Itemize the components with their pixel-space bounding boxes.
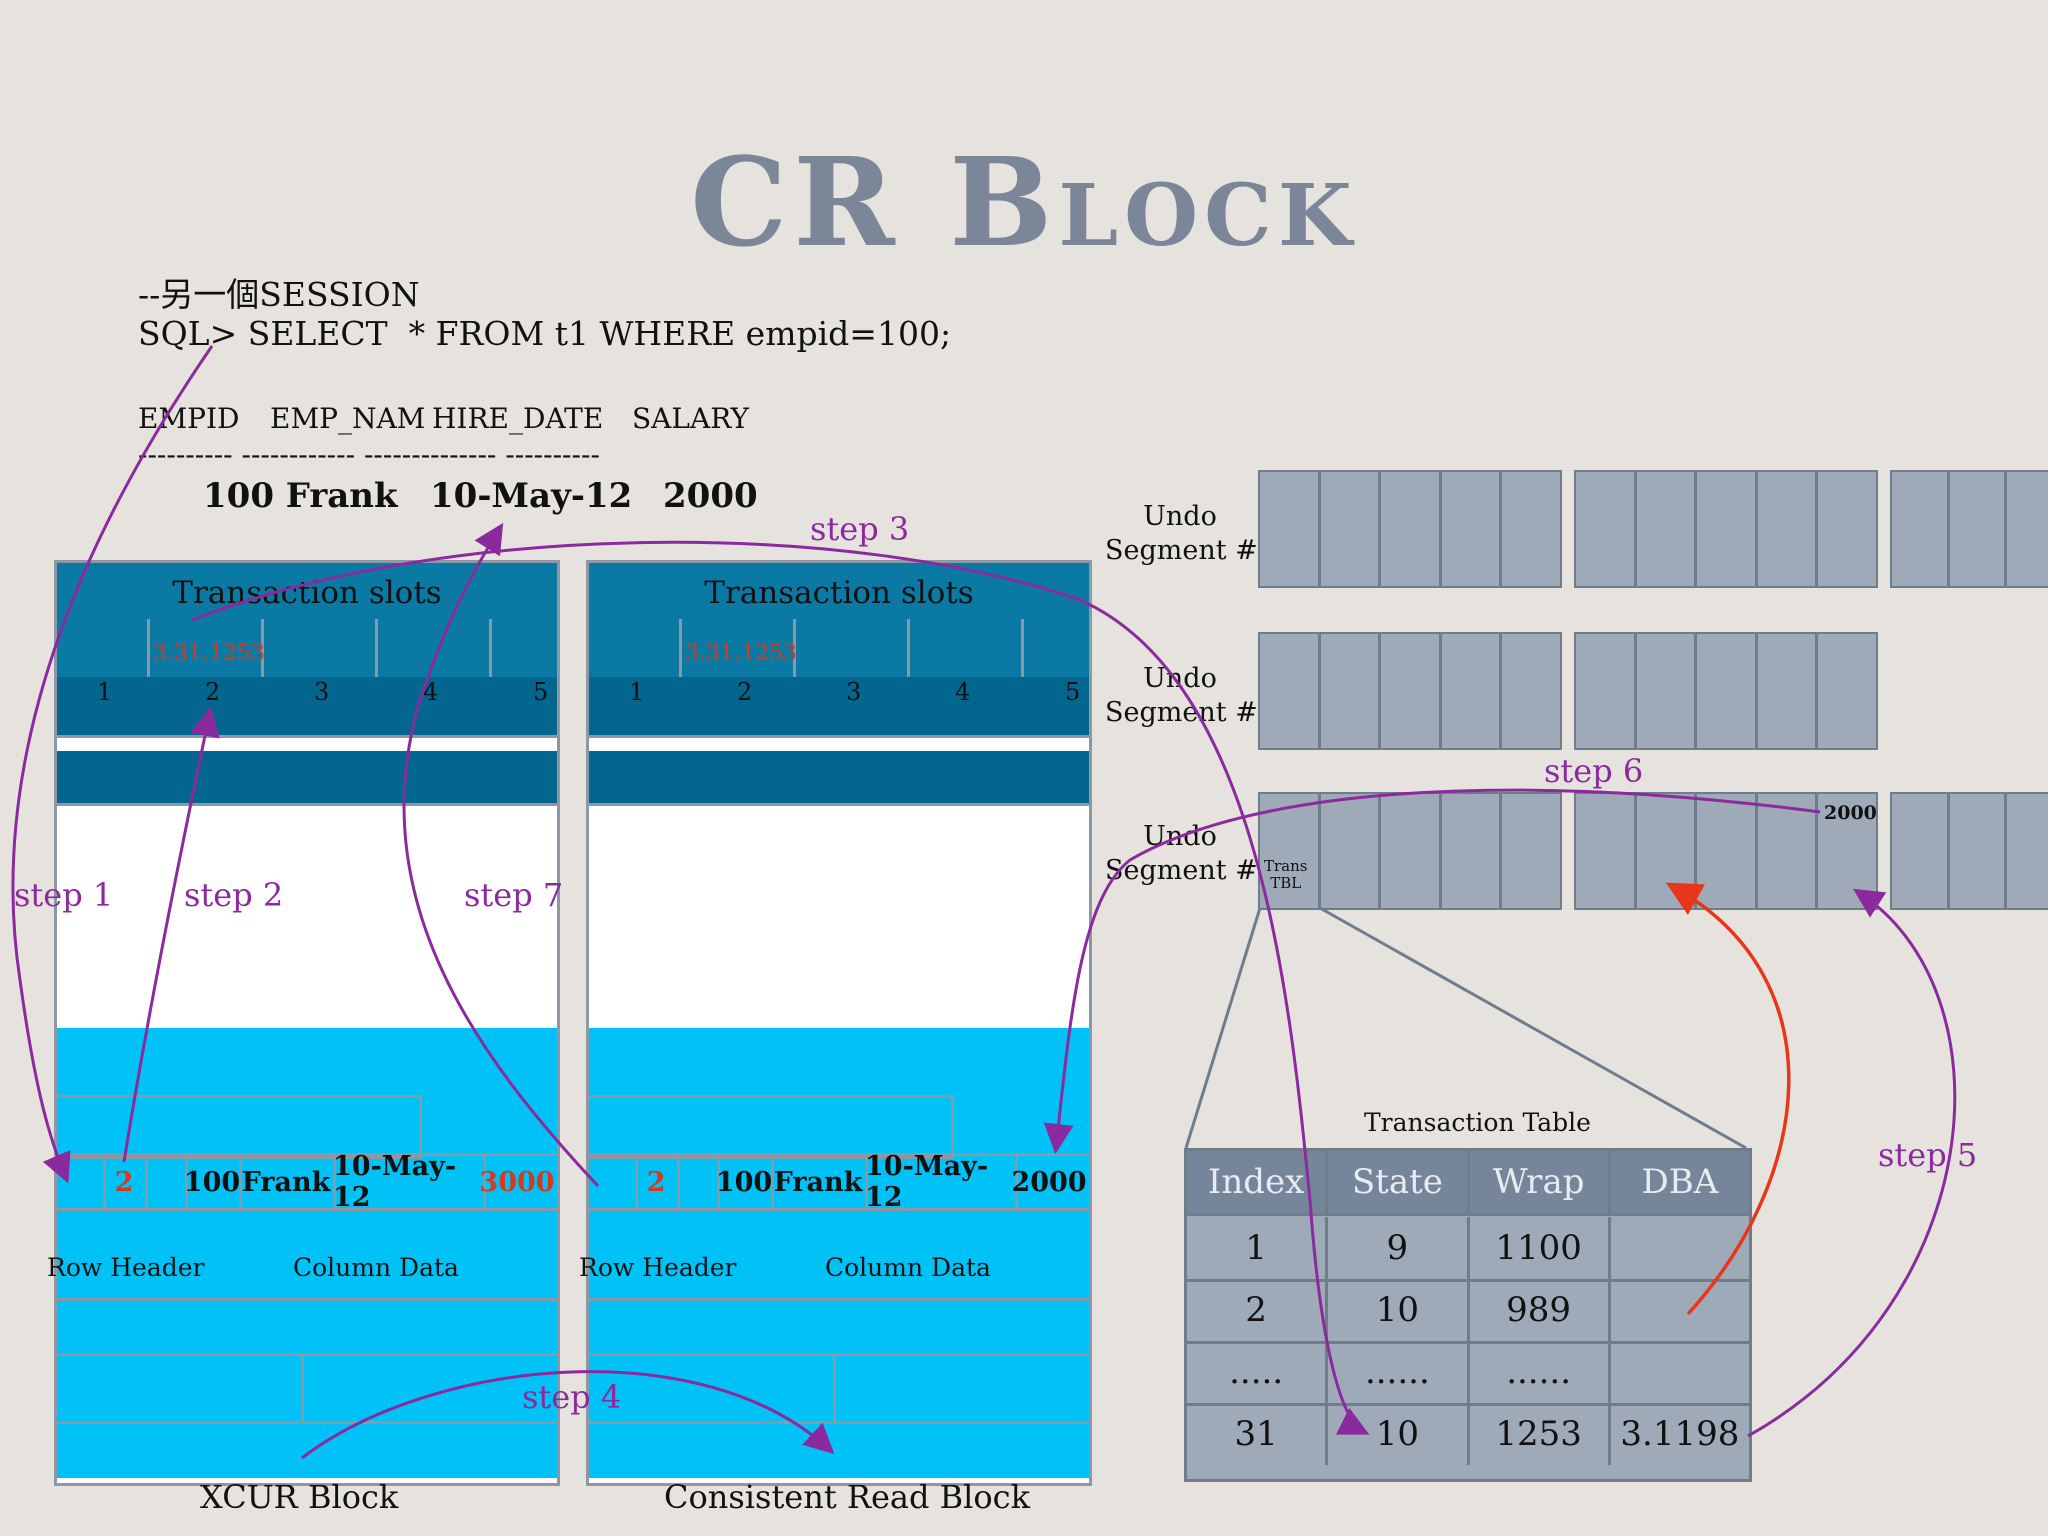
undo-extent bbox=[1890, 792, 2048, 910]
table-header: Index State Wrap DBA bbox=[1187, 1151, 1749, 1216]
row-date: 10-May-12 bbox=[333, 1151, 486, 1213]
step-6-arrow bbox=[1043, 788, 1821, 1154]
sql-comment: --另一個SESSION bbox=[138, 275, 420, 314]
sql-query: SQL> SELECT * FROM t1 WHERE empid=100; bbox=[138, 314, 952, 353]
step-3-arrow bbox=[191, 540, 1370, 1435]
transaction-slots-bar bbox=[57, 619, 557, 677]
table-cell: 1 bbox=[1187, 1217, 1329, 1279]
table-cell: 10 bbox=[1328, 1279, 1470, 1341]
undo-extent bbox=[1258, 470, 1562, 588]
result-empid-name: 100 Frank bbox=[203, 476, 398, 516]
row-piece: 2 100 Frank 10-May-12 2000 bbox=[589, 1151, 1089, 1213]
undo-extent bbox=[1258, 632, 1562, 750]
table-row: 31 10 1253 3.1198 bbox=[1187, 1403, 1749, 1465]
table-cell: 2 bbox=[1187, 1279, 1329, 1341]
undo-extent bbox=[1890, 470, 2048, 588]
page-title: CR Block bbox=[690, 130, 1358, 274]
cr-block: Transaction slots 3.31.1253 1 2 3 4 5 2 … bbox=[579, 560, 1092, 1486]
table-cell: 31 bbox=[1187, 1403, 1329, 1465]
undo-extent bbox=[1258, 792, 1562, 910]
step-5-arrow bbox=[1747, 888, 1957, 1438]
column-header-hire-date: HIRE_DATE bbox=[432, 402, 604, 435]
transaction-table-title: Transaction Table bbox=[1364, 1108, 1591, 1137]
table-cell: 9 bbox=[1328, 1217, 1470, 1279]
cr-block-caption: Consistent Read Block bbox=[664, 1478, 1030, 1516]
transaction-table: Index State Wrap DBA 1 9 1100 2 10 989 .… bbox=[1184, 1148, 1752, 1482]
table-cell: ...... bbox=[1470, 1341, 1611, 1403]
table-cell: 10 bbox=[1328, 1403, 1470, 1465]
column-header-emp-nam: EMP_NAM bbox=[270, 402, 426, 435]
row-salary: 2000 bbox=[1011, 1166, 1087, 1198]
slot-number: 3 bbox=[314, 678, 330, 706]
step-5-label: step 5 bbox=[1878, 1136, 1978, 1174]
slot-number: 4 bbox=[955, 678, 971, 706]
trans-tbl-label: Trans TBL bbox=[1264, 857, 1308, 892]
row-empid: 100 bbox=[716, 1153, 774, 1211]
table-cell: 1253 bbox=[1470, 1403, 1611, 1465]
step-2-label: step 2 bbox=[184, 876, 284, 914]
slot-number: 5 bbox=[533, 678, 549, 706]
column-data-label: Column Data bbox=[825, 1253, 991, 1282]
row-empid: 100 bbox=[184, 1153, 242, 1211]
result-salary: 2000 bbox=[663, 476, 758, 516]
step-3-label: step 3 bbox=[810, 510, 910, 548]
undo-extent bbox=[1574, 792, 1878, 910]
step-7-arrow bbox=[402, 522, 600, 1188]
row-slot: 2 bbox=[635, 1153, 680, 1211]
row-header-label: Row Header bbox=[579, 1253, 737, 1282]
column-header-empid: EMPID bbox=[138, 402, 240, 435]
step-4-label: step 4 bbox=[522, 1378, 622, 1416]
step-7-label: step 7 bbox=[464, 876, 564, 914]
result-separator: ---------- ------------ -------------- -… bbox=[138, 438, 600, 471]
row-name: Frank bbox=[239, 1153, 336, 1211]
column-data-label: Column Data bbox=[293, 1253, 459, 1282]
header-state: State bbox=[1328, 1151, 1470, 1213]
step-6-label: step 6 bbox=[1544, 752, 1644, 790]
column-header-salary: SALARY bbox=[632, 402, 749, 435]
slot-number: 3 bbox=[846, 678, 862, 706]
step-1-arrow bbox=[11, 345, 214, 1184]
xcur-block-caption: XCUR Block bbox=[200, 1478, 399, 1516]
undo-value: 2000 bbox=[1824, 802, 1877, 824]
slot-number: 2 bbox=[737, 678, 753, 706]
header-dba: DBA bbox=[1641, 1162, 1719, 1202]
result-hire-date: 10-May-12 bbox=[430, 476, 633, 516]
header-index: Index bbox=[1187, 1151, 1329, 1213]
undo-extent bbox=[1574, 470, 1878, 588]
row-name: Frank bbox=[771, 1153, 868, 1211]
table-cell: ..... bbox=[1187, 1341, 1329, 1403]
row-slot: 2 bbox=[103, 1153, 148, 1211]
table-cell: 3.1198 bbox=[1620, 1414, 1740, 1454]
row-header-label: Row Header bbox=[47, 1253, 205, 1282]
transaction-slots-bar bbox=[589, 619, 1089, 677]
undo-segment-2-label: Undo Segment #2 bbox=[1105, 663, 1275, 728]
undo-extent bbox=[1574, 632, 1878, 750]
slot-number: 1 bbox=[629, 678, 645, 706]
row-salary: 3000 bbox=[479, 1166, 555, 1198]
slot-xid: 3.31.1253 bbox=[685, 641, 797, 666]
header-wrap: Wrap bbox=[1470, 1151, 1611, 1213]
transaction-slots-title: Transaction slots bbox=[172, 575, 442, 611]
table-cell: ...... bbox=[1328, 1341, 1470, 1403]
table-cell: 1100 bbox=[1470, 1217, 1611, 1279]
step-1-label: step 1 bbox=[14, 876, 114, 914]
slot-number: 4 bbox=[423, 678, 439, 706]
step-2-arrow bbox=[122, 706, 220, 1163]
slot-xid: 3.31.1253 bbox=[153, 641, 265, 666]
step-4-arrow bbox=[301, 1370, 835, 1460]
dba-pointer-arrow bbox=[1665, 882, 1791, 1316]
slot-number: 1 bbox=[97, 678, 113, 706]
row-date: 10-May-12 bbox=[865, 1151, 1018, 1213]
row-piece: 2 100 Frank 10-May-12 3000 bbox=[57, 1151, 557, 1213]
slot-number: 5 bbox=[1065, 678, 1081, 706]
slot-number: 2 bbox=[205, 678, 221, 706]
xcur-block: Transaction slots 3.31.1253 1 2 3 4 5 2 … bbox=[47, 560, 560, 1486]
table-cell: 989 bbox=[1470, 1279, 1611, 1341]
transaction-slots-title: Transaction slots bbox=[704, 575, 974, 611]
